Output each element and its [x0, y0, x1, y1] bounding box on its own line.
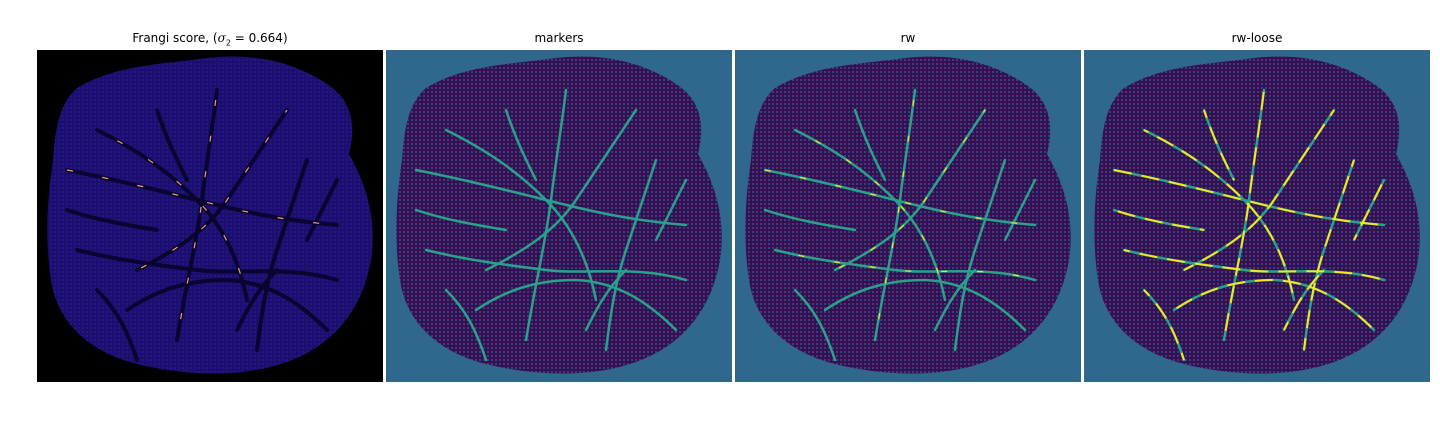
vessel-highlight	[1113, 209, 1205, 231]
vessel-segment	[584, 268, 628, 332]
vessel-segment	[484, 108, 638, 272]
vessel-network	[763, 88, 1037, 362]
vessel-segment	[933, 268, 977, 332]
panel-title-rw: rw	[900, 31, 916, 45]
vessel-segment	[175, 88, 219, 342]
vessel-segment	[1003, 178, 1037, 242]
rw-svg	[735, 50, 1081, 382]
rw-loose-svg	[1084, 50, 1430, 382]
vessel-segment	[424, 248, 688, 282]
vessel-network	[65, 88, 339, 362]
vessel-segment	[1142, 288, 1186, 362]
vessel-segment	[763, 208, 857, 232]
vessel-highlight	[1143, 129, 1295, 301]
vessel-segment	[504, 108, 538, 182]
vessel-segment	[444, 128, 598, 302]
vessel-highlight	[1283, 269, 1325, 331]
rw-image	[735, 50, 1081, 382]
panel-title-frangi: Frangi score, (σ2 = 0.664)	[132, 31, 288, 48]
markers-image	[386, 50, 732, 382]
vessel-segment	[255, 158, 309, 352]
panel-title-markers: markers	[534, 31, 584, 45]
vessel-highlight	[1183, 109, 1335, 271]
vessel-highlight	[136, 109, 288, 271]
vessel-segment	[853, 108, 887, 182]
panel-title-rw-loose: rw-loose	[1231, 31, 1283, 45]
vessel-segment	[1202, 108, 1236, 182]
vessel-segment	[654, 178, 688, 242]
vessel-network	[414, 88, 688, 362]
vessel-segment	[65, 208, 159, 232]
vessel-segment	[524, 88, 568, 342]
vessel-highlight	[1173, 278, 1375, 331]
vessel-segment	[793, 288, 837, 362]
frangi-score-image	[37, 50, 383, 382]
rw-loose-image	[1084, 50, 1430, 382]
vessel-segment	[95, 288, 139, 362]
frangi-score-svg	[37, 50, 383, 382]
vessel-segment	[444, 288, 488, 362]
vessel-segment	[235, 268, 279, 332]
vessel-segment	[823, 278, 1027, 332]
vessel-network	[1112, 88, 1386, 362]
vessel-segment	[604, 158, 658, 352]
vessel-highlight	[1303, 159, 1355, 351]
vessel-segment	[793, 128, 947, 302]
vessel-highlight	[1353, 179, 1385, 241]
vessel-segment	[305, 178, 339, 242]
vessel-segment	[155, 108, 189, 182]
vessel-segment	[773, 248, 1037, 282]
vessel-segment	[125, 277, 329, 332]
vessel-segment	[95, 128, 249, 302]
vessel-highlight	[834, 109, 986, 271]
vessel-highlight	[1223, 89, 1265, 341]
vessel-segment	[953, 158, 1007, 352]
vessel-segment	[474, 278, 678, 332]
markers-svg	[386, 50, 732, 382]
vessel-segment	[414, 208, 508, 232]
vessel-highlight	[1123, 249, 1385, 281]
vessel-segment	[873, 88, 917, 342]
vessel-segment	[75, 248, 339, 282]
